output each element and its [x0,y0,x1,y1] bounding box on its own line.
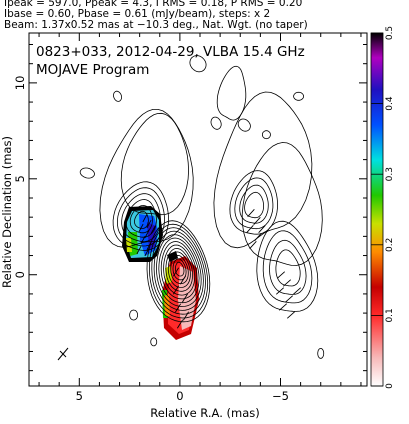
noise-contour [129,309,138,321]
x-axis-label: Relative R.A. (mas) [150,406,259,420]
core-contour [158,237,200,304]
jet-contour [112,181,170,251]
x-tick-label: 0 [176,389,183,403]
pol-jet-vector [249,240,257,250]
colorbar-tick-label: 0.5 [385,26,395,40]
core-contour [165,247,194,292]
core-polarization-vector [181,293,189,303]
pol-outer-contour [213,91,313,249]
core-contour [163,244,196,296]
pol-contour [256,220,319,312]
chart-subtitle: MOJAVE Program [36,62,149,78]
header-line-1: Ipeak = 597.0, Ppeak = 4.3, I RMS = 0.18… [4,0,303,9]
jet-polarization-vector [144,229,150,239]
axis-tick-labels: 5 0 −5 10 5 0 [13,76,289,403]
core-contour [175,261,185,277]
pol-contour [234,177,274,230]
polarization-vectors [136,208,302,329]
pol-contour [269,239,307,295]
jet-contour [129,204,153,234]
plot-frame [28,32,368,387]
pol-jet-vector [246,224,254,234]
core-polarization-vector [172,285,180,295]
noise-contour [113,90,122,102]
core-polarization-vector [172,267,180,277]
colorbar-ticks: 0 0.1 0.2 0.3 0.4 0.5 [371,26,395,389]
pol-noise-contour [237,118,251,132]
pol-core-vector [286,311,296,319]
jet-contour [117,187,165,247]
core-contour [167,251,191,288]
pol-contour [275,249,301,287]
jet-polarization-vector [146,219,152,229]
jet-polarization-vector [142,213,148,223]
jet-polarization-vector [138,223,144,233]
pol-core-vector [292,287,302,295]
outer-contour [120,112,190,216]
jet-polarization-vector [140,235,146,245]
y-axis-label: Relative Declination (mas) [0,136,14,288]
axis-ticks [29,33,367,386]
pol-core-vector [284,295,294,303]
colorbar-tick-label: 0 [385,383,395,389]
y-tick-label: 10 [13,76,27,91]
x-tick-label: 5 [76,389,83,403]
core-contour [156,234,202,307]
plume-contour [216,65,247,121]
y-tick-label: 0 [13,271,27,278]
header-line-3: Beam: 1.37x0.52 mas at −10.3 deg., Nat. … [4,19,308,31]
core-contour [170,254,189,284]
core-polarization-patch [164,294,170,316]
noise-contour [150,337,158,347]
pol-outer-contour [241,142,323,266]
pol-core-vector [278,303,288,311]
pol-core-vector [282,279,292,287]
core-contour [146,220,211,323]
header-line-2: Ibase = 0.60, Pbase = 0.61 (mJy/beam), s… [4,8,271,20]
pol-contour [229,170,279,235]
pol-jet-vector [254,232,262,242]
jet-polarization-patch [126,238,132,252]
colorbar-tick-label: 0.4 [385,96,395,111]
chart-title: 0823+033, 2012-04-29, VLBA 15.4 GHz [36,44,305,60]
y-tick-label: 5 [13,175,27,182]
noise-contour [79,167,95,179]
pol-contour [239,184,269,224]
core-polarization-vector [179,275,187,285]
pol-jet-vector [253,216,261,226]
jet-polarization-vector [150,225,156,235]
noise-contour [262,130,271,140]
jet-polarization-vector [136,245,142,255]
pol-contour [262,230,313,304]
colorbar-tick-label: 0.3 [385,167,395,181]
jet-polarization-vector [146,241,152,251]
core-contour [151,227,206,315]
core-polarization-vector [182,311,190,321]
pol-noise-contour [293,91,304,101]
core-polarization-vector [176,319,184,329]
beam-marker [57,347,69,361]
jet-polarization-vector [144,247,150,257]
pol-contour [244,191,264,219]
x-tick-label: −5 [272,389,289,403]
core-contour [148,223,209,319]
pol-core-vector [276,271,286,279]
colorbar [370,32,384,387]
pol-core-vector [275,287,285,295]
pol-jet-vector [258,224,266,234]
pol-noise-contour [317,348,325,359]
colorbar-tick-label: 0.1 [385,308,395,322]
pol-jet-vector [247,208,255,218]
jet-contour [121,193,161,243]
noise-contour [210,116,222,130]
contour-lines [79,55,325,359]
plume-contour [189,55,207,73]
core-contour [153,230,204,311]
jet-contour [134,210,149,229]
core-polarization-vector [174,303,182,313]
colorbar-tick-label: 0.2 [385,238,395,252]
core-contour [160,241,198,300]
